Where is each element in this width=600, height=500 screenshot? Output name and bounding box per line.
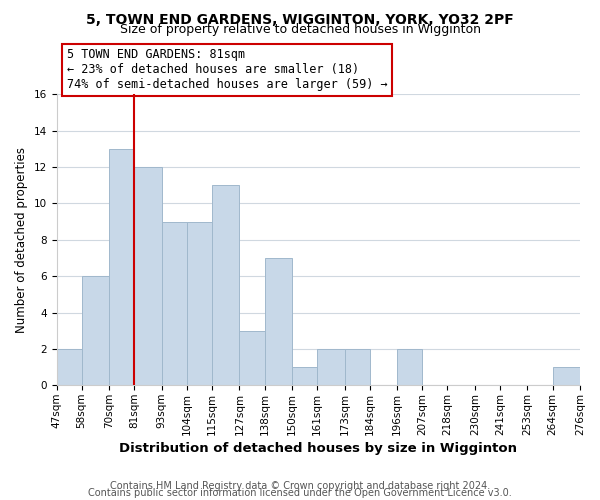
Bar — [317, 349, 344, 386]
Bar — [56, 349, 82, 386]
Text: Contains HM Land Registry data © Crown copyright and database right 2024.: Contains HM Land Registry data © Crown c… — [110, 481, 490, 491]
Bar — [292, 367, 317, 386]
X-axis label: Distribution of detached houses by size in Wigginton: Distribution of detached houses by size … — [119, 442, 517, 455]
Text: 5, TOWN END GARDENS, WIGGINTON, YORK, YO32 2PF: 5, TOWN END GARDENS, WIGGINTON, YORK, YO… — [86, 12, 514, 26]
Bar — [344, 349, 370, 386]
Bar — [134, 167, 161, 386]
Bar — [82, 276, 109, 386]
Bar — [161, 222, 187, 386]
Text: Size of property relative to detached houses in Wigginton: Size of property relative to detached ho… — [119, 24, 481, 36]
Bar — [553, 367, 580, 386]
Bar — [265, 258, 292, 386]
Text: Contains public sector information licensed under the Open Government Licence v3: Contains public sector information licen… — [88, 488, 512, 498]
Text: 5 TOWN END GARDENS: 81sqm
← 23% of detached houses are smaller (18)
74% of semi-: 5 TOWN END GARDENS: 81sqm ← 23% of detac… — [67, 48, 388, 92]
Y-axis label: Number of detached properties: Number of detached properties — [15, 147, 28, 333]
Bar — [397, 349, 422, 386]
Bar — [212, 186, 239, 386]
Bar — [187, 222, 212, 386]
Bar — [109, 149, 134, 386]
Bar — [239, 330, 265, 386]
